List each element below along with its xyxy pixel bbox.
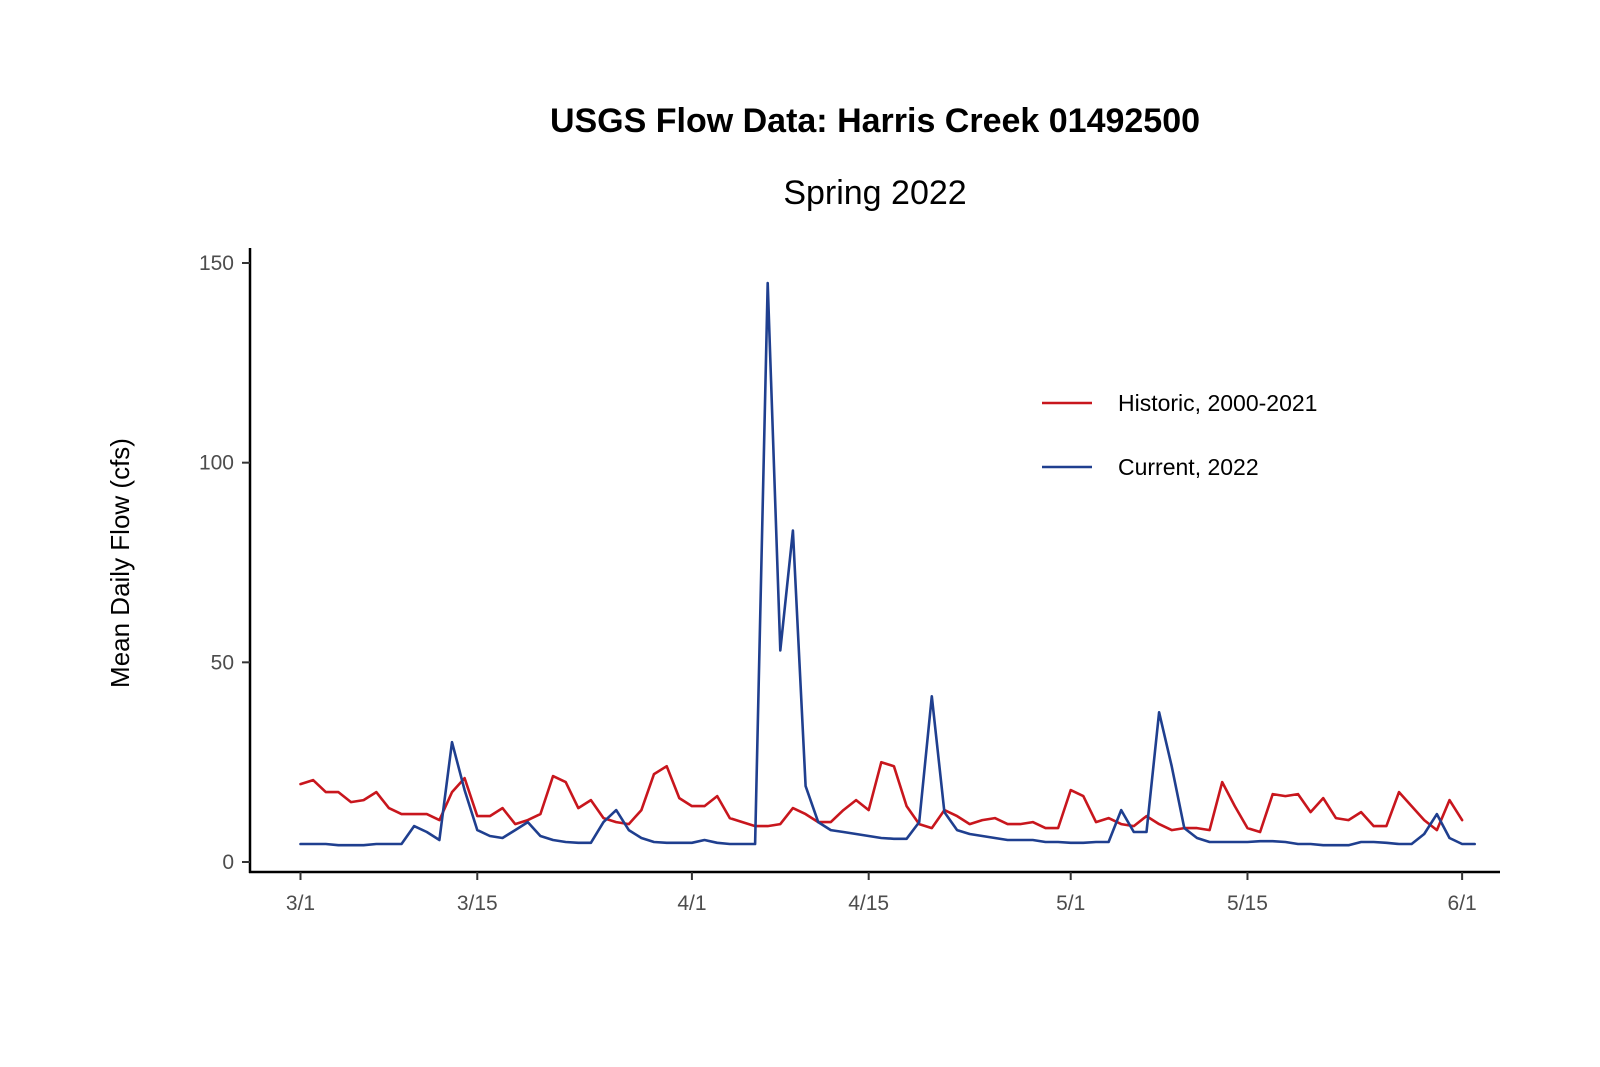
legend-label-1: Current, 2022 xyxy=(1118,454,1259,480)
chart-title: USGS Flow Data: Harris Creek 01492500 xyxy=(550,102,1200,140)
series-line-1 xyxy=(299,281,1476,847)
x-tick-label: 5/15 xyxy=(1227,892,1268,915)
plot-area: 0 50 100 150 3/1 3/15 4/1 4/15 5/1 5/15 6/1 xyxy=(199,248,1500,915)
x-tick-label: 5/1 xyxy=(1056,892,1085,915)
x-tick-label: 4/15 xyxy=(848,892,889,915)
y-tick-label: 0 xyxy=(222,851,234,874)
x-tick-label: 3/15 xyxy=(457,892,498,915)
legend-label-0: Historic, 2000-2021 xyxy=(1118,390,1317,416)
x-tick-label: 3/1 xyxy=(286,892,315,915)
y-tick-label: 100 xyxy=(199,452,234,475)
legend: Historic, 2000-2021 Current, 2022 xyxy=(1042,390,1317,480)
y-tick-label: 150 xyxy=(199,252,234,275)
x-tick-label: 4/1 xyxy=(677,892,706,915)
x-tick-label: 6/1 xyxy=(1448,892,1477,915)
y-axis-label: Mean Daily Flow (cfs) xyxy=(105,438,135,688)
series-line-0 xyxy=(299,760,1464,834)
y-tick-label: 50 xyxy=(211,651,234,674)
chart-subtitle: Spring 2022 xyxy=(783,174,966,212)
